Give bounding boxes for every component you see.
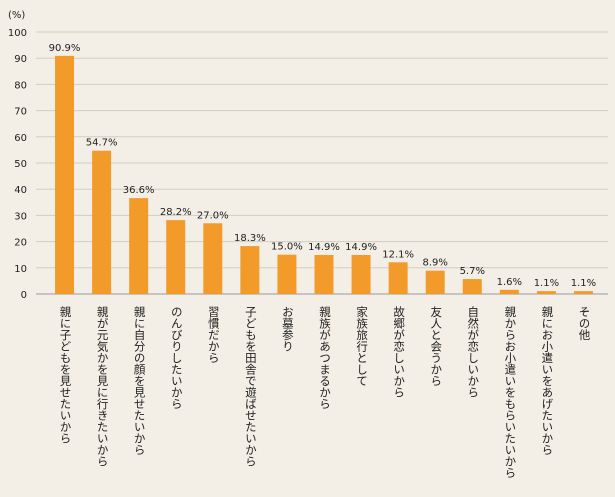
value-label: 1.1% — [534, 278, 559, 289]
value-label: 1.6% — [497, 277, 522, 288]
bar — [166, 220, 186, 294]
category-labels: 親に子どもを見せたいから 親が元気かを見に行きたいから 親に自分の顔を見せたいから の… — [59, 305, 592, 478]
category-label: 親に子どもを見せたいから — [59, 306, 73, 444]
value-label: 14.9% — [308, 242, 340, 253]
bar — [240, 246, 260, 294]
y-tick-label: 50 — [14, 159, 27, 170]
category-label: 親に自分の顔を見せたいから — [133, 306, 147, 456]
value-label: 27.0% — [197, 210, 229, 221]
y-tick-label: 90 — [14, 54, 27, 65]
category-label: 故郷が恋しいから — [392, 305, 406, 398]
value-label: 54.7% — [86, 138, 118, 149]
category-label: のんびりしたいから — [170, 306, 184, 410]
bar — [55, 55, 75, 295]
value-label: 15.0% — [271, 242, 303, 253]
bar — [425, 270, 445, 294]
bar — [277, 254, 297, 294]
y-tick-label: 0 — [21, 290, 27, 301]
category-label: 親が元気かを見に行きたいから — [96, 306, 110, 467]
category-label: 友人と会うから — [429, 305, 443, 386]
value-label: 18.3% — [234, 233, 266, 244]
category-label: 子どもを田舎で遊ばせたいから — [244, 306, 258, 467]
bar — [314, 254, 334, 294]
y-tick-label: 100 — [8, 28, 27, 39]
bar — [499, 289, 519, 294]
y-tick-label: 80 — [14, 80, 27, 91]
y-tick-label: 70 — [14, 107, 27, 118]
value-labels: 90.9% 54.7% 36.6% 28.2% 27.0% 18.3% 15.0% 14.9%… — [49, 43, 597, 289]
value-label: 12.1% — [382, 249, 414, 260]
bar — [92, 150, 112, 294]
category-label: 習慣だから — [207, 306, 221, 364]
bar — [388, 262, 408, 294]
value-label: 28.2% — [160, 207, 192, 218]
bar — [129, 198, 149, 294]
category-label: お墓参り — [281, 306, 295, 352]
y-axis-ticks: 0 10 20 30 40 50 60 70 80 90 100 — [8, 28, 27, 301]
category-label: 親からお小遣いをもらいたいから — [503, 306, 517, 479]
bar — [573, 291, 593, 294]
gridlines — [36, 31, 608, 295]
value-label: 5.7% — [460, 266, 485, 277]
y-tick-label: 20 — [14, 238, 27, 249]
value-label: 1.1% — [571, 278, 596, 289]
value-label: 8.9% — [422, 258, 447, 269]
bar — [351, 254, 371, 294]
value-label: 90.9% — [49, 43, 81, 54]
category-label: その他 — [577, 306, 591, 341]
bars — [55, 55, 593, 295]
bar — [536, 291, 556, 294]
y-axis-unit-label: (%) — [8, 10, 25, 21]
y-tick-label: 60 — [14, 133, 27, 144]
y-tick-label: 40 — [14, 185, 27, 196]
y-tick-label: 10 — [14, 264, 27, 275]
y-tick-label: 30 — [14, 211, 27, 222]
value-label: 14.9% — [345, 242, 377, 253]
bar — [462, 279, 482, 294]
category-label: 家族旅行として — [355, 305, 369, 386]
value-label: 36.6% — [123, 185, 155, 196]
bar — [203, 223, 223, 294]
category-label: 親にお小遣いをあげたいから — [540, 306, 554, 456]
category-label: 親族があつまるから — [318, 306, 332, 410]
category-label: 自然が恋しいから — [466, 306, 480, 398]
